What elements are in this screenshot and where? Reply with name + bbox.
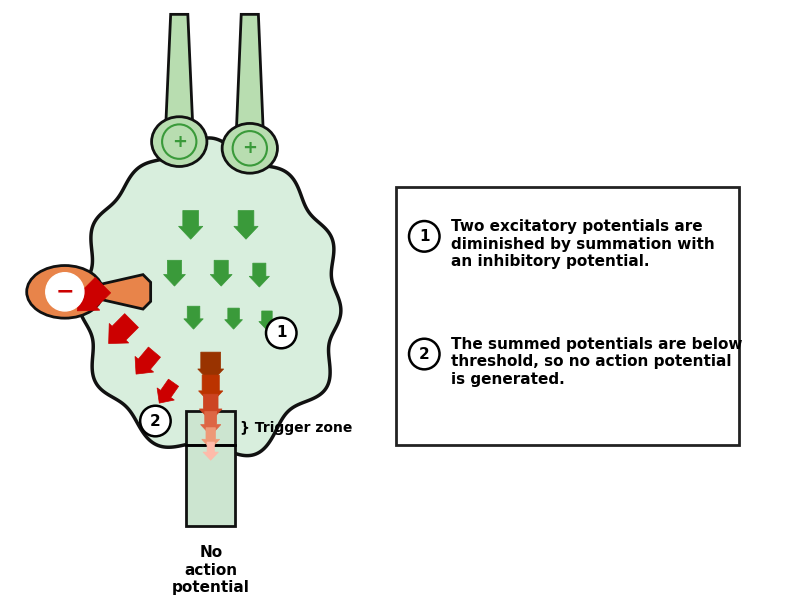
Circle shape	[140, 406, 171, 436]
Ellipse shape	[26, 266, 103, 318]
Text: +: +	[242, 139, 257, 157]
Polygon shape	[202, 428, 219, 449]
Text: +: +	[171, 133, 187, 151]
Polygon shape	[259, 311, 275, 330]
Text: Two excitatory potentials are
diminished by summation with
an inhibitory potenti: Two excitatory potentials are diminished…	[451, 219, 714, 269]
Circle shape	[409, 339, 440, 370]
Circle shape	[46, 273, 84, 311]
Polygon shape	[135, 347, 160, 374]
Circle shape	[266, 318, 296, 349]
Polygon shape	[203, 442, 219, 460]
Text: 2: 2	[150, 413, 161, 429]
Polygon shape	[78, 138, 341, 456]
Polygon shape	[163, 260, 185, 286]
Text: } Trigger zone: } Trigger zone	[240, 421, 352, 435]
Polygon shape	[183, 306, 203, 329]
Polygon shape	[101, 275, 151, 309]
Polygon shape	[78, 278, 111, 311]
Polygon shape	[249, 263, 269, 287]
Polygon shape	[200, 412, 221, 435]
Text: 1: 1	[419, 229, 429, 244]
Polygon shape	[199, 394, 222, 421]
Polygon shape	[199, 375, 223, 404]
Text: −: −	[55, 282, 74, 302]
Circle shape	[409, 221, 440, 252]
Polygon shape	[166, 14, 192, 123]
Polygon shape	[234, 210, 258, 239]
Bar	[396, 186, 739, 445]
Text: 1: 1	[276, 326, 287, 341]
Text: 2: 2	[419, 347, 429, 362]
Polygon shape	[198, 352, 223, 383]
Text: No
action
potential: No action potential	[171, 545, 250, 595]
Polygon shape	[236, 14, 264, 129]
Polygon shape	[210, 260, 232, 286]
Polygon shape	[109, 314, 139, 344]
Ellipse shape	[222, 123, 277, 173]
Ellipse shape	[151, 117, 207, 166]
Polygon shape	[224, 308, 243, 329]
Polygon shape	[179, 210, 203, 239]
Text: The summed potentials are below
threshold, so no action potential
is generated.: The summed potentials are below threshol…	[451, 337, 743, 386]
Polygon shape	[157, 379, 179, 403]
Bar	[186, 445, 235, 526]
Bar	[186, 412, 235, 445]
